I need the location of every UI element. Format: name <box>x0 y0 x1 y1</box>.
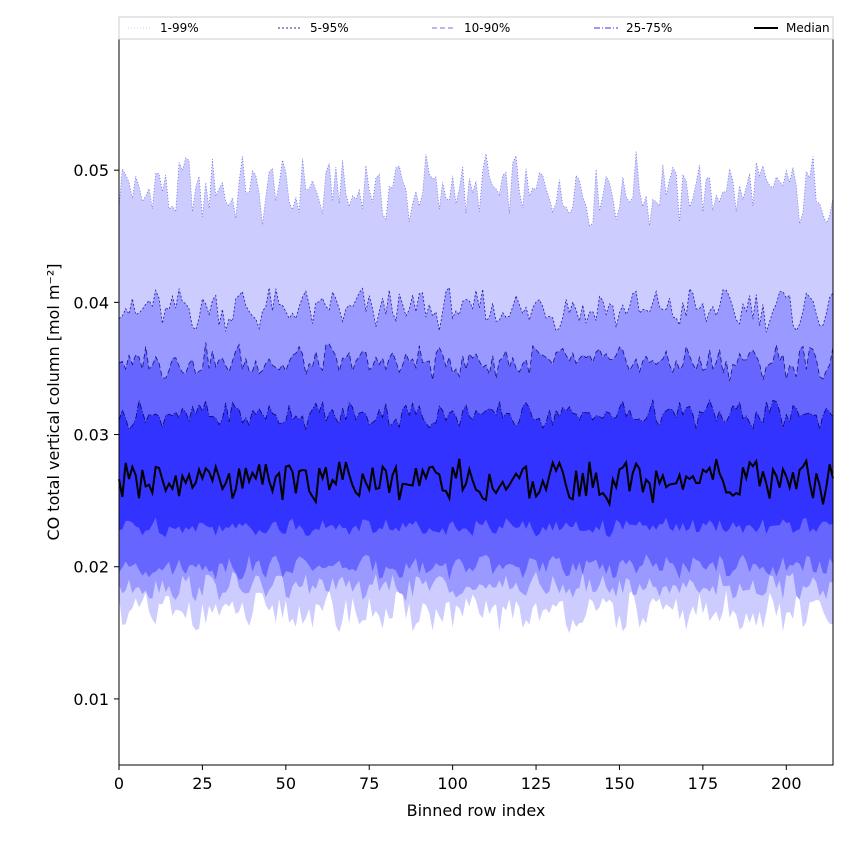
x-tick-label: 75 <box>359 774 379 793</box>
x-tick-label: 0 <box>114 774 124 793</box>
legend-label: 1-99% <box>160 21 199 35</box>
y-tick-label: 0.01 <box>73 690 109 709</box>
x-tick-label: 175 <box>688 774 719 793</box>
legend-box <box>118 16 834 40</box>
legend-label: Median <box>786 21 830 35</box>
x-tick-label: 150 <box>604 774 635 793</box>
x-tick-label: 125 <box>521 774 552 793</box>
plot-median <box>118 457 834 508</box>
y-tick-label: 0.03 <box>73 426 109 445</box>
x-axis-title: Binned row index <box>407 801 546 820</box>
x-tick-label: 50 <box>276 774 296 793</box>
band-fill-25-75% <box>119 399 833 538</box>
y-tick-label: 0.04 <box>73 293 109 312</box>
band-upper-line-25-75% <box>118 399 834 431</box>
y-axis-title: CO total vertical column [mol m⁻²] <box>44 263 63 540</box>
legend: 1-99% 5-95% 10-90% 25-75% Median <box>118 16 834 40</box>
band-upper-line-5-95% <box>118 286 834 333</box>
x-tick-label: 100 <box>437 774 468 793</box>
x-tick-label: 200 <box>771 774 802 793</box>
legend-label: 5-95% <box>310 21 349 35</box>
x-axis-ticks: 0 25 50 75 100 125 150 175 200 <box>114 765 802 793</box>
band-upper-line-10-90% <box>118 342 834 382</box>
y-tick-label: 0.02 <box>73 558 109 577</box>
y-axis-ticks: 0.01 0.02 0.03 0.04 0.05 <box>73 161 119 709</box>
median-line <box>118 457 834 508</box>
plot-bands <box>118 151 834 634</box>
legend-label: 10-90% <box>464 21 510 35</box>
x-tick-label: 25 <box>192 774 212 793</box>
y-tick-label: 0.05 <box>73 161 109 180</box>
legend-label: 25-75% <box>626 21 672 35</box>
